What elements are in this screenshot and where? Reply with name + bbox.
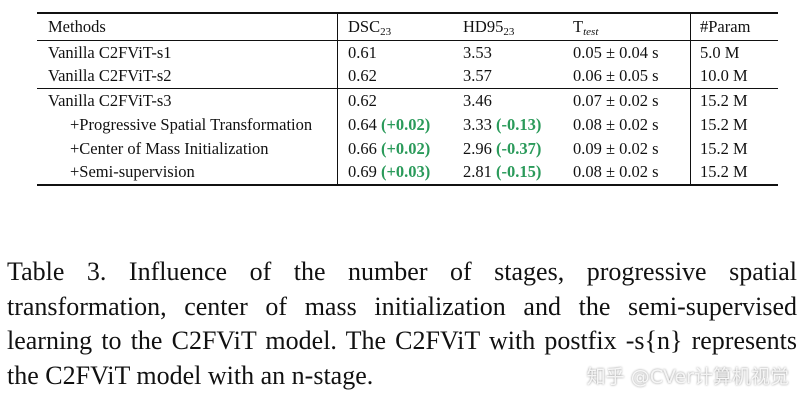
dsc-value: 0.61 <box>348 43 377 62</box>
time-value: 0.08 ± 0.02 s <box>573 115 659 134</box>
hd-value: 3.46 <box>463 91 492 110</box>
table-row-method: Vanilla C2FViT-s1 <box>48 43 172 63</box>
bottom-rule <box>37 184 778 186</box>
table-row-method: +Center of Mass Initialization <box>70 139 269 159</box>
header-param: #Param <box>700 17 751 36</box>
table-row-hd95: 3.53 <box>463 43 492 63</box>
method-name: +Progressive Spatial Transformation <box>70 115 313 134</box>
time-value: 0.09 ± 0.02 s <box>573 139 659 158</box>
table-row-method: Vanilla C2FViT-s3 <box>48 91 172 111</box>
time-value: 0.08 ± 0.02 s <box>573 162 659 181</box>
hd-value: 3.53 <box>463 43 492 62</box>
header-ttest: Ttest <box>573 17 599 38</box>
table-row-method: Vanilla C2FViT-s2 <box>48 66 172 86</box>
top-rule <box>37 12 778 14</box>
table-row-time: 0.05 ± 0.04 s <box>573 43 659 63</box>
table-row-hd95: 3.57 <box>463 66 492 86</box>
param-value: 10.0 M <box>700 66 748 85</box>
dsc-value: 0.64 <box>348 115 377 134</box>
table-row-time: 0.08 ± 0.02 s <box>573 115 659 135</box>
hd-value: 2.81 <box>463 162 492 181</box>
hd-delta: (-0.37) <box>496 139 542 158</box>
param-value: 5.0 M <box>700 43 740 62</box>
param-value: 15.2 M <box>700 162 748 181</box>
table-row-method: +Progressive Spatial Transformation <box>70 115 312 135</box>
dsc-delta: (+0.02) <box>381 139 431 158</box>
table-row-method: +Semi-supervision <box>70 162 195 182</box>
group-rule <box>37 88 778 89</box>
table-row-dsc: 0.64 (+0.02) <box>348 115 430 135</box>
hd-delta: (-0.15) <box>496 162 542 181</box>
table-row-time: 0.07 ± 0.02 s <box>573 91 659 111</box>
table-row-param: 10.0 M <box>700 66 748 86</box>
table-row-param: 15.2 M <box>700 115 748 135</box>
header-dsc: DSC23 <box>348 17 392 38</box>
column-divider <box>337 14 338 184</box>
table-row-time: 0.09 ± 0.02 s <box>573 139 659 159</box>
time-value: 0.05 ± 0.04 s <box>573 43 659 62</box>
table-caption: Table 3. Influence of the number of stag… <box>7 257 797 390</box>
time-value: 0.07 ± 0.02 s <box>573 91 659 110</box>
table-row-dsc: 0.69 (+0.03) <box>348 162 430 182</box>
header-methods: Methods <box>48 17 106 36</box>
hd-delta: (-0.13) <box>496 115 542 134</box>
dsc-delta: (+0.03) <box>381 162 431 181</box>
hd-value: 3.33 <box>463 115 492 134</box>
table-row-param: 5.0 M <box>700 43 739 63</box>
dsc-value: 0.66 <box>348 139 377 158</box>
table-row-hd95: 3.46 <box>463 91 492 111</box>
table-row-param: 15.2 M <box>700 162 748 182</box>
table-row-hd95: 2.81 (-0.15) <box>463 162 541 182</box>
table-row-param: 15.2 M <box>700 139 748 159</box>
method-name: +Center of Mass Initialization <box>70 139 269 158</box>
dsc-delta: (+0.02) <box>381 115 431 134</box>
method-name: Vanilla C2FViT-s3 <box>48 91 172 110</box>
table-row-dsc: 0.66 (+0.02) <box>348 139 430 159</box>
watermark: 知乎 @CVer计算机视觉 <box>586 366 789 388</box>
table-row-time: 0.08 ± 0.02 s <box>573 162 659 182</box>
param-value: 15.2 M <box>700 139 748 158</box>
method-name: Vanilla C2FViT-s1 <box>48 43 172 62</box>
method-name: Vanilla C2FViT-s2 <box>48 66 172 85</box>
table-row-dsc: 0.61 <box>348 43 377 63</box>
dsc-value: 0.69 <box>348 162 377 181</box>
header-rule <box>37 40 778 41</box>
param-value: 15.2 M <box>700 115 748 134</box>
table-row-hd95: 2.96 (-0.37) <box>463 139 541 159</box>
results-table: Methods DSC23 HD9523 Ttest #Param Vanill… <box>37 12 778 186</box>
time-value: 0.06 ± 0.05 s <box>573 66 659 85</box>
table-row-hd95: 3.33 (-0.13) <box>463 115 541 135</box>
dsc-value: 0.62 <box>348 66 377 85</box>
table-row-dsc: 0.62 <box>348 66 377 86</box>
header-hd95: HD9523 <box>463 17 515 38</box>
table-row-time: 0.06 ± 0.05 s <box>573 66 659 86</box>
param-value: 15.2 M <box>700 91 748 110</box>
table-row-dsc: 0.62 <box>348 91 377 111</box>
table-row-param: 15.2 M <box>700 91 748 111</box>
column-divider <box>690 14 691 184</box>
method-name: +Semi-supervision <box>70 162 195 181</box>
hd-value: 2.96 <box>463 139 492 158</box>
hd-value: 3.57 <box>463 66 492 85</box>
dsc-value: 0.62 <box>348 91 377 110</box>
